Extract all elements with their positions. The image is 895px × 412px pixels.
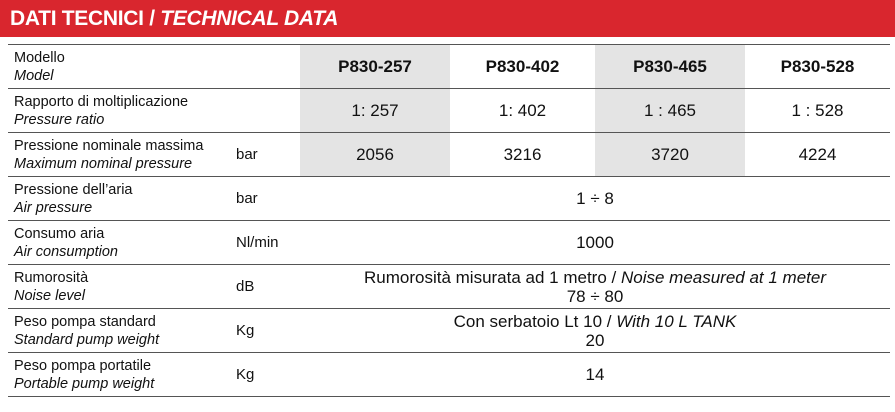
value-cell: 3216	[450, 132, 595, 177]
unit-cell: dB	[236, 264, 300, 309]
value-note: Rumorosità misurata ad 1 metro / Noise m…	[300, 268, 890, 287]
unit-cell: bar	[236, 132, 300, 177]
table-row: Peso pompa standard Standard pump weight K…	[8, 308, 890, 353]
title-bar: DATI TECNICI / TECHNICAL DATA	[0, 0, 895, 37]
label-it: Peso pompa standard	[14, 313, 156, 330]
value: 14	[585, 365, 605, 384]
value-cell: Con serbatoio Lt 10 / With 10 L TANK 20	[300, 308, 890, 353]
value-cell: 1 : 465	[595, 88, 745, 133]
tech-table: Modello Model P830-257 P830-402 P830-465 P830…	[8, 44, 890, 397]
unit-cell: Kg	[236, 308, 300, 353]
unit-cell	[236, 44, 300, 89]
label-cell: Peso pompa portatile Portable pump weight	[8, 352, 236, 397]
label-cell: Rapporto di moltiplicazione Pressure rati…	[8, 88, 236, 133]
table-row: Rapporto di moltiplicazione Pressure rati…	[8, 88, 890, 133]
table-row: Rumorosità Noise level dB Rumorosità misura…	[8, 264, 890, 309]
label-en: Standard pump weight	[14, 331, 160, 348]
value-cell: 1 ÷ 8	[300, 176, 890, 221]
label-it: Rapporto di moltiplicazione	[14, 93, 189, 110]
label-en: Model	[14, 67, 54, 84]
value-cell: 1: 257	[300, 88, 450, 133]
label-it: Peso pompa portatile	[14, 357, 152, 374]
value-cell: 2056	[300, 132, 450, 177]
label-cell: Pressione dell’aria Air pressure	[8, 176, 236, 221]
value: 20	[585, 330, 605, 350]
header-row: Modello Model P830-257 P830-402 P830-465 P830…	[8, 44, 890, 89]
value: 1 ÷ 8	[576, 189, 614, 208]
unit-cell: Nl/min	[236, 220, 300, 265]
value-note: Con serbatoio Lt 10 / With 10 L TANK	[300, 312, 890, 331]
value-note-en: With 10 L TANK	[616, 311, 737, 331]
table-row: Consumo aria Air consumption Nl/min 1000	[8, 220, 890, 265]
title-en: TECHNICAL DATA	[160, 7, 339, 30]
value-cell: 1000	[300, 220, 890, 265]
title-it: DATI TECNICI /	[10, 7, 161, 30]
value-cell: 1 : 528	[745, 88, 890, 133]
label-en: Portable pump weight	[14, 375, 155, 392]
label-en: Air consumption	[14, 243, 118, 260]
table-row: Pressione nominale massima Maximum nomina…	[8, 132, 890, 177]
unit-cell: Kg	[236, 352, 300, 397]
value-cell: 3720	[595, 132, 745, 177]
label-cell: Modello Model	[8, 44, 236, 89]
model-name: P830-465	[595, 44, 745, 89]
label-cell: Consumo aria Air consumption	[8, 220, 236, 265]
label-it: Rumorosità	[14, 269, 89, 286]
label-en: Maximum nominal pressure	[14, 155, 193, 172]
label-it: Modello	[14, 49, 65, 66]
table-row: Peso pompa portatile Portable pump weight…	[8, 352, 890, 397]
label-en: Air pressure	[14, 199, 93, 216]
label-cell: Pressione nominale massima Maximum nomina…	[8, 132, 236, 177]
label-en: Noise level	[14, 287, 85, 304]
value-cell: 14	[300, 352, 890, 397]
value-cell: Rumorosità misurata ad 1 metro / Noise m…	[300, 264, 890, 309]
model-name: P830-257	[300, 44, 450, 89]
label-it: Pressione nominale massima	[14, 137, 204, 154]
label-cell: Rumorosità Noise level	[8, 264, 236, 309]
unit-cell	[236, 88, 300, 133]
unit-cell: bar	[236, 176, 300, 221]
model-name: P830-402	[450, 44, 595, 89]
table-row: Pressione dell’aria Air pressure bar 1 ÷ 8	[8, 176, 890, 221]
model-name: P830-528	[745, 44, 890, 89]
value: 78 ÷ 80	[566, 286, 624, 306]
value-note-it: Con serbatoio Lt 10 /	[453, 311, 617, 331]
value-note-it: Rumorosità misurata ad 1 metro /	[363, 267, 621, 287]
value-note-en: Noise measured at 1 meter	[620, 267, 827, 287]
label-it: Pressione dell’aria	[14, 181, 133, 198]
value: 1000	[576, 233, 614, 252]
value-cell: 1: 402	[450, 88, 595, 133]
label-cell: Peso pompa standard Standard pump weight	[8, 308, 236, 353]
label-it: Consumo aria	[14, 225, 105, 242]
value-cell: 4224	[745, 132, 890, 177]
label-en: Pressure ratio	[14, 111, 105, 128]
